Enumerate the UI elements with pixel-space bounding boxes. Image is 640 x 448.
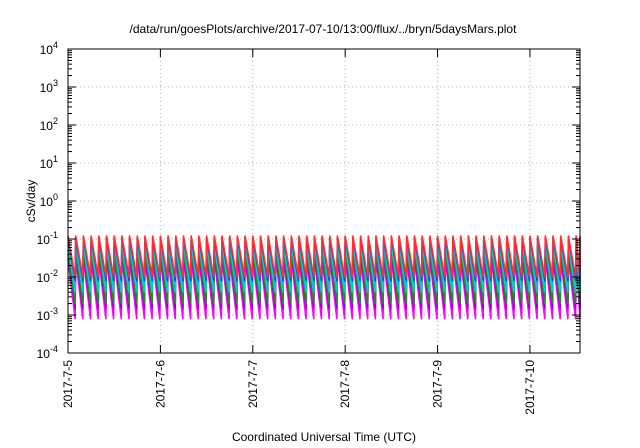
y-tick-label: 10-1: [37, 230, 58, 247]
y-tick-exponent: 3: [53, 78, 58, 88]
x-axis: 2017-7-5 2017-7-6 2017-7-7 2017-7-8 2017-7-9…: [61, 49, 537, 415]
y-tick-label: 10-4: [37, 344, 58, 361]
y-tick-exponent: -4: [50, 344, 58, 354]
x-tick-label: 2017-7-6: [153, 360, 167, 408]
y-axis-label: cSv/day: [24, 180, 38, 223]
x-tick-label: 2017-7-8: [338, 360, 352, 408]
y-tick-label: 10-3: [37, 306, 58, 323]
x-tick-label: 2017-7-9: [431, 360, 445, 408]
y-tick-label: 103: [40, 78, 58, 95]
x-tick-label: 2017-7-7: [246, 360, 260, 408]
chart-title: /data/run/goesPlots/archive/2017-07-10/1…: [130, 22, 518, 36]
y-tick-exponent: 2: [53, 116, 58, 126]
y-tick-label: 100: [40, 192, 58, 209]
y-tick-exponent: -2: [50, 268, 58, 278]
y-tick-exponent: 4: [53, 40, 58, 50]
y-tick-label: 102: [40, 116, 58, 133]
x-axis-label: Coordinated Universal Time (UTC): [232, 430, 416, 444]
y-tick-exponent: 1: [53, 154, 58, 164]
y-tick-exponent: -3: [50, 306, 58, 316]
y-tick-exponent: -1: [50, 230, 58, 240]
x-tick-label: 2017-7-5: [61, 360, 75, 408]
y-tick-exponent: 0: [53, 192, 58, 202]
y-tick-label: 101: [40, 154, 58, 171]
series-line: [67, 235, 581, 278]
y-tick-label: 104: [40, 40, 58, 57]
x-tick-label: 2017-7-10: [523, 360, 537, 415]
series-layer: [67, 235, 581, 320]
y-tick-label: 10-2: [37, 268, 58, 285]
